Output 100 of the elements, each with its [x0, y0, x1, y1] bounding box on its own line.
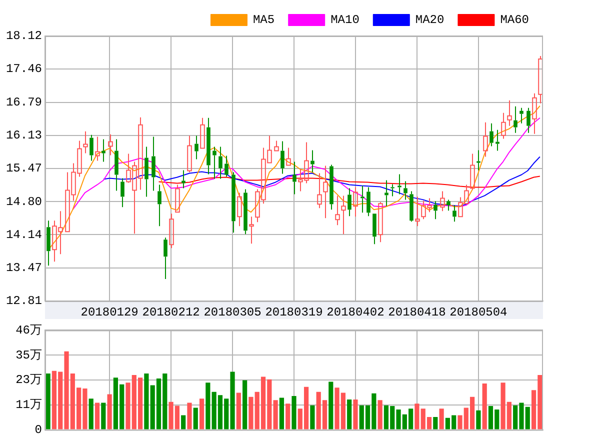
y-tick-label: 13.47 [6, 261, 42, 276]
x-tick-label: 20180402 [326, 305, 384, 320]
candlestick [483, 122, 488, 158]
legend-label: MA60 [500, 13, 530, 28]
bar [378, 400, 382, 430]
candlestick [378, 202, 383, 243]
bar [242, 380, 248, 430]
candlestick [360, 185, 364, 214]
bar [206, 382, 210, 430]
y-tick-label: 16.13 [6, 128, 42, 142]
candlestick [398, 174, 402, 195]
bar [193, 408, 198, 430]
candlestick [330, 164, 334, 210]
candlestick [532, 92, 537, 134]
candlestick [158, 184, 162, 227]
candlestick [310, 150, 314, 173]
candlestick [496, 129, 500, 152]
candlestick [335, 195, 340, 226]
x-tick-label: 20180212 [142, 305, 200, 320]
bar [187, 402, 192, 430]
candlestick [194, 135, 198, 160]
candlestick [366, 186, 370, 217]
bar [353, 399, 358, 430]
bar [101, 402, 106, 430]
candlestick [341, 195, 346, 235]
candlestick [452, 204, 456, 222]
candlestick [404, 180, 408, 200]
candlestick [520, 107, 524, 124]
candlestick [317, 172, 322, 209]
x-tick-label: 20180418 [388, 305, 446, 320]
candlestick [440, 190, 445, 212]
candlestick [514, 106, 518, 134]
y-tick-label: 35万 [16, 348, 42, 362]
candlestick [120, 178, 124, 208]
candlestick [353, 186, 358, 218]
bar [199, 398, 204, 430]
candlestick [415, 196, 420, 227]
candlestick [434, 200, 438, 220]
bar [94, 402, 100, 430]
bar [439, 408, 444, 430]
candlestick [169, 213, 174, 249]
y-tick-label: 0 [34, 422, 42, 437]
bar [476, 410, 481, 430]
candlestick [224, 155, 228, 178]
bar [310, 405, 315, 430]
y-tick-label: 14.80 [6, 194, 42, 209]
candlestick [323, 165, 328, 219]
candlestick [410, 190, 414, 222]
y-tick-label: 14.14 [6, 228, 42, 242]
candlestick [175, 184, 180, 214]
bar [236, 392, 241, 430]
y-tick-label: 18.12 [6, 29, 42, 44]
bar [347, 399, 352, 430]
candlestick [182, 170, 186, 189]
bar [46, 374, 50, 430]
candlestick [390, 184, 394, 197]
candlestick [212, 146, 216, 180]
candlestick [187, 135, 192, 173]
candlestick [114, 138, 118, 192]
candlestick [144, 146, 148, 198]
candlestick [232, 172, 236, 234]
candlestick [286, 147, 291, 166]
y-tick-label: 11万 [16, 398, 42, 412]
candlestick [490, 122, 494, 147]
x-tick-label: 20180305 [204, 305, 262, 320]
candlestick [244, 188, 248, 235]
y-tick-label: 17.46 [6, 62, 42, 76]
bar [279, 398, 284, 430]
candlestick [249, 216, 254, 244]
candlestick [470, 153, 475, 190]
candlestick [348, 188, 352, 217]
legend-label: MA20 [415, 13, 444, 28]
candlestick [152, 136, 156, 192]
x-tick-label: 20180129 [80, 305, 138, 320]
candlestick [372, 214, 376, 245]
bar [433, 417, 438, 430]
candlestick [280, 140, 284, 174]
candlestick [237, 192, 242, 227]
bar [286, 404, 290, 430]
candlestick [83, 130, 88, 154]
candlestick [218, 146, 222, 180]
y-tick-label: 46万 [16, 323, 42, 338]
y-tick-label: 16.79 [6, 96, 42, 110]
x-tick-label: 20180504 [450, 305, 508, 320]
y-tick-label: 15.47 [6, 161, 42, 176]
bar [328, 382, 334, 430]
candlestick [46, 220, 50, 266]
legend-label: MA10 [330, 13, 360, 28]
candlestick [200, 117, 205, 149]
bar [107, 394, 112, 430]
candlestick [292, 161, 296, 195]
bar [181, 415, 186, 430]
x-tick-label: 20180319 [265, 305, 323, 320]
candlestick [507, 100, 512, 126]
bar [273, 400, 278, 430]
candlestick [102, 138, 106, 162]
candlestick [90, 134, 94, 162]
candlestick [206, 117, 210, 175]
candlestick [501, 112, 506, 140]
candlestick [164, 237, 168, 280]
